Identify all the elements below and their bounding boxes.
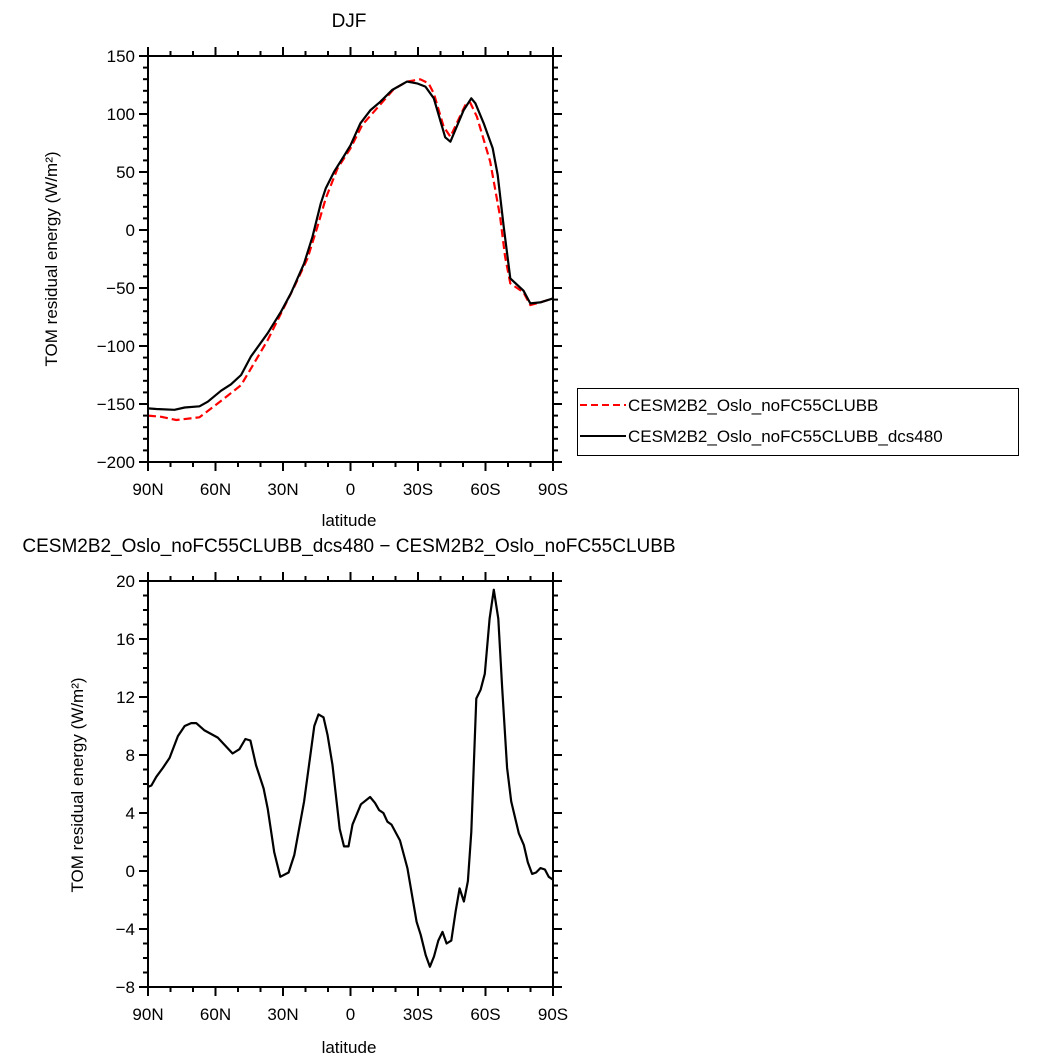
- legend-label-control: CESM2B2_Oslo_noFC55CLUBB: [628, 396, 878, 415]
- x-tick-label: 90N: [132, 480, 163, 499]
- series-line-control: [147, 78, 554, 422]
- y-axis-label: TOM residual energy (W/m²): [68, 677, 87, 892]
- legend-label-experiment: CESM2B2_Oslo_noFC55CLUBB_dcs480: [628, 427, 943, 446]
- y-tick-label: 4: [126, 804, 135, 823]
- y-tick-label: 12: [116, 688, 135, 707]
- plot-title: CESM2B2_Oslo_noFC55CLUBB_dcs480 − CESM2B…: [22, 536, 675, 557]
- series-line-difference: [147, 588, 554, 968]
- y-tick-label: 16: [116, 630, 135, 649]
- y-axis-label: TOM residual energy (W/m²): [42, 151, 61, 366]
- x-tick-label: 90S: [538, 1005, 568, 1024]
- x-tick-label: 30N: [267, 480, 298, 499]
- x-tick-label: 60S: [470, 480, 500, 499]
- y-tick-label: 150: [107, 47, 135, 66]
- bottom-plot-difference: CESM2B2_Oslo_noFC55CLUBB_dcs480 − CESM2B…: [22, 536, 675, 1057]
- legend: CESM2B2_Oslo_noFC55CLUBB CESM2B2_Oslo_no…: [577, 388, 1019, 456]
- y-tick-label: 8: [126, 746, 135, 765]
- y-tick-label: −8: [116, 978, 135, 997]
- x-tick-label: 60N: [200, 1005, 231, 1024]
- x-tick-label: 60N: [200, 480, 231, 499]
- plot-frame: [147, 580, 554, 988]
- x-axis-label: latitude: [322, 511, 377, 530]
- y-tick-label: −50: [106, 279, 135, 298]
- legend-box: [577, 388, 1019, 456]
- y-tick-label: −200: [97, 453, 135, 472]
- x-tick-label: 30S: [403, 480, 433, 499]
- y-tick-label: 50: [116, 163, 135, 182]
- y-tick-label: −100: [97, 337, 135, 356]
- plot-title: DJF: [332, 11, 367, 32]
- x-tick-label: 0: [346, 480, 355, 499]
- x-tick-label: 0: [346, 1005, 355, 1024]
- y-tick-label: 100: [107, 105, 135, 124]
- y-tick-label: 0: [126, 862, 135, 881]
- x-tick-label: 90S: [538, 480, 568, 499]
- x-tick-label: 60S: [470, 1005, 500, 1024]
- x-tick-label: 30N: [267, 1005, 298, 1024]
- y-tick-label: 20: [116, 572, 135, 591]
- y-tick-label: −4: [116, 920, 135, 939]
- x-axis-label: latitude: [322, 1038, 377, 1057]
- x-tick-label: 90N: [132, 1005, 163, 1024]
- y-tick-label: 0: [126, 221, 135, 240]
- x-tick-label: 30S: [403, 1005, 433, 1024]
- top-plot-djf: DJF latitude TOM residual energy (W/m²) …: [42, 11, 568, 530]
- series-line-experiment: [147, 80, 554, 411]
- y-tick-label: −150: [97, 395, 135, 414]
